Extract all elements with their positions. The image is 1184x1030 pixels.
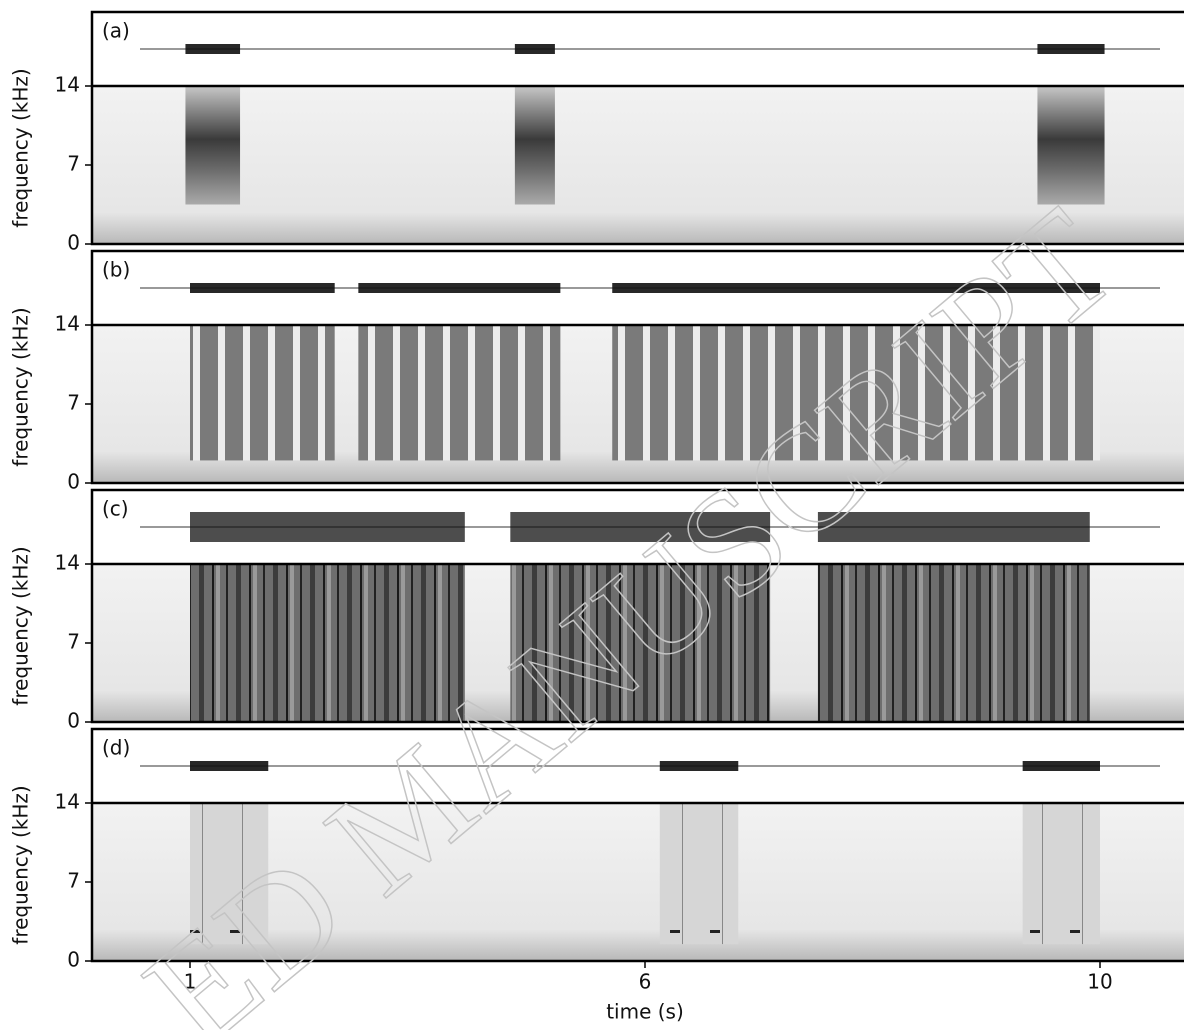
call	[358, 325, 560, 460]
call	[185, 86, 240, 205]
waveform-burst	[358, 283, 560, 293]
y-tick-label: 14	[55, 790, 80, 814]
call	[818, 564, 1090, 722]
y-axis-label: frequency (kHz)	[9, 785, 33, 944]
y-tick-label: 14	[55, 73, 80, 97]
y-tick-label: 7	[67, 869, 80, 893]
x-axis-label: time (s)	[606, 1000, 684, 1024]
waveform-burst	[190, 761, 268, 771]
y-axis-label: frequency (kHz)	[9, 546, 33, 705]
figure: (a) 0 7 14 frequency (kHz) (b) 0 7 14 frequency (…	[0, 0, 1184, 1030]
waveform-burst	[185, 44, 240, 54]
call	[190, 325, 335, 460]
call	[1037, 86, 1104, 205]
x-tick-label: 6	[639, 970, 652, 994]
waveform-burst	[190, 512, 465, 542]
y-tick-label: 7	[67, 391, 80, 415]
waveform-burst	[660, 761, 738, 771]
y-tick-label: 0	[67, 709, 80, 733]
y-tick-label: 0	[67, 948, 80, 972]
x-tick-label: 10	[1087, 970, 1112, 994]
waveform-burst	[190, 283, 335, 293]
y-axis-label: frequency (kHz)	[9, 68, 33, 227]
y-tick-label: 14	[55, 551, 80, 575]
call	[1023, 803, 1100, 944]
waveform-burst	[515, 44, 555, 54]
call	[515, 86, 555, 205]
page: {"chart_data": [ {"type": "spectrogram",…	[0, 0, 1184, 1030]
y-tick-label: 0	[67, 470, 80, 494]
panel-label: (d)	[102, 736, 130, 760]
y-tick-label: 14	[55, 312, 80, 336]
call	[660, 803, 738, 944]
y-axis-label: frequency (kHz)	[9, 307, 33, 466]
waveform-burst	[1037, 44, 1104, 54]
panel-label: (b)	[102, 258, 130, 282]
y-tick-label: 7	[67, 152, 80, 176]
panel-label: (a)	[102, 19, 130, 43]
y-tick-label: 7	[67, 630, 80, 654]
waveform-burst	[1023, 761, 1100, 771]
y-tick-label: 0	[67, 231, 80, 255]
panel-label: (c)	[102, 497, 129, 521]
plots: (a) 0 7 14 frequency (kHz) (b) 0 7 14 frequency (…	[9, 12, 1184, 1024]
